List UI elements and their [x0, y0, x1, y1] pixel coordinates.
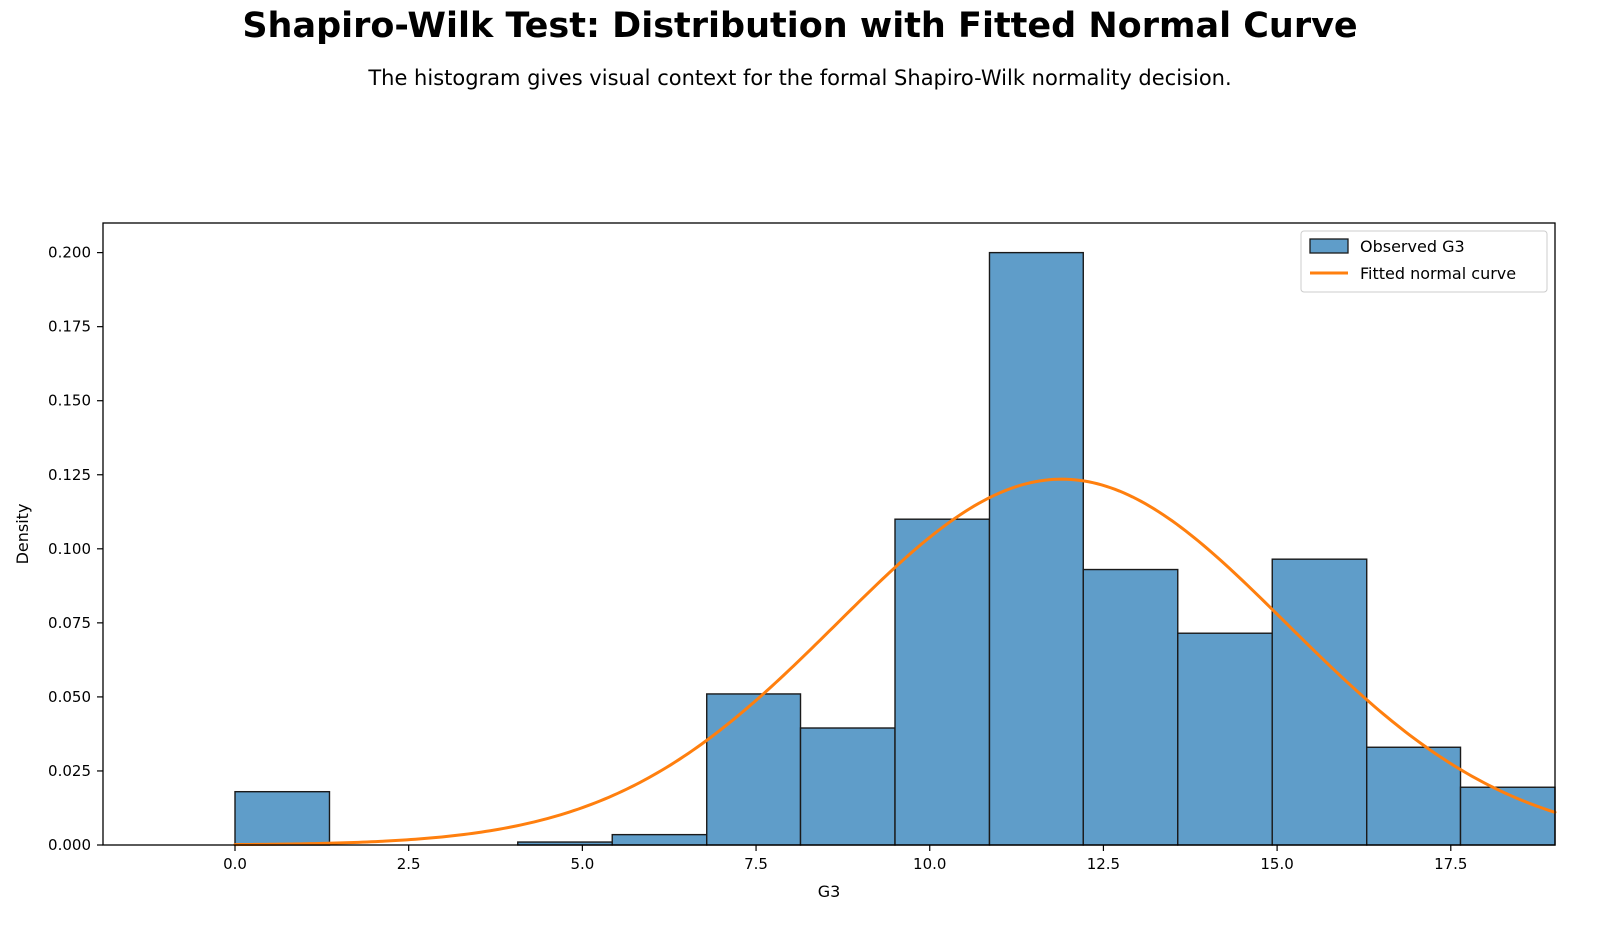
chart-legend: Observed G3 Fitted normal curve	[1300, 230, 1548, 293]
x-axis-label: G3	[818, 882, 841, 901]
y-tick-label: 0.150	[48, 392, 91, 410]
histogram-bar-5	[706, 693, 802, 846]
y-tick-label: 0.025	[48, 762, 91, 780]
histogram-bar-9	[1082, 568, 1179, 846]
fitted-normal-curve	[233, 477, 1557, 847]
y-tick-label: 0.075	[48, 614, 91, 632]
legend-swatch-observed	[1309, 238, 1349, 254]
y-axis-label: Density	[13, 504, 32, 565]
histogram-bar-8	[988, 251, 1084, 846]
legend-label-observed: Observed G3	[1360, 237, 1465, 256]
legend-box	[1300, 230, 1548, 293]
histogram-bars	[234, 251, 1556, 846]
histogram-bar-6	[799, 727, 896, 846]
histogram-bar-13	[1459, 786, 1556, 846]
normal-curve-layer	[233, 477, 1557, 847]
x-tick-label: 2.5	[397, 855, 421, 873]
y-tick-label: 0.200	[48, 244, 91, 262]
x-tick-label: 0.0	[223, 855, 247, 873]
y-axis-ticks: 0.000 0.025 0.050 0.075 0.100 0.125 0.150 0.175…	[48, 244, 103, 854]
legend-label-fitted: Fitted normal curve	[1360, 264, 1516, 283]
chart-subtitle: The histogram gives visual context for t…	[368, 66, 1232, 90]
x-tick-label: 17.5	[1434, 855, 1467, 873]
chart-title: Shapiro-Wilk Test: Distribution with Fit…	[242, 6, 1358, 46]
x-axis-ticks: 0.0 2.5 5.0 7.5 10.0 12.5 15.0 17.5	[223, 845, 1467, 873]
histogram-bar-11	[1271, 558, 1368, 846]
histogram-bar-4	[611, 833, 708, 846]
y-tick-label: 0.050	[48, 688, 91, 706]
histogram-bar-0	[234, 790, 331, 846]
x-tick-label: 10.0	[913, 855, 946, 873]
y-tick-label: 0.000	[48, 836, 91, 854]
x-tick-label: 12.5	[1087, 855, 1120, 873]
y-tick-label: 0.175	[48, 318, 91, 336]
x-tick-label: 15.0	[1260, 855, 1293, 873]
plot-frame	[102, 222, 1556, 846]
histogram-bar-10	[1177, 632, 1273, 846]
x-tick-label: 5.0	[570, 855, 594, 873]
y-tick-label: 0.125	[48, 466, 91, 484]
y-tick-label: 0.100	[48, 540, 91, 558]
x-tick-label: 7.5	[744, 855, 768, 873]
histogram-bar-7	[894, 518, 991, 846]
